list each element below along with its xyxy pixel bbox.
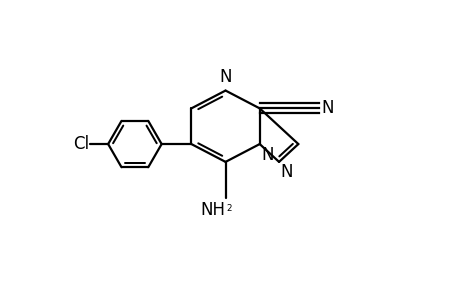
Text: N: N bbox=[219, 68, 231, 86]
Text: N: N bbox=[321, 99, 333, 117]
Text: N: N bbox=[261, 146, 273, 164]
Text: N: N bbox=[280, 164, 292, 181]
Text: NH: NH bbox=[200, 201, 225, 219]
Text: Cl: Cl bbox=[73, 135, 89, 153]
Text: $_2$: $_2$ bbox=[225, 201, 232, 214]
